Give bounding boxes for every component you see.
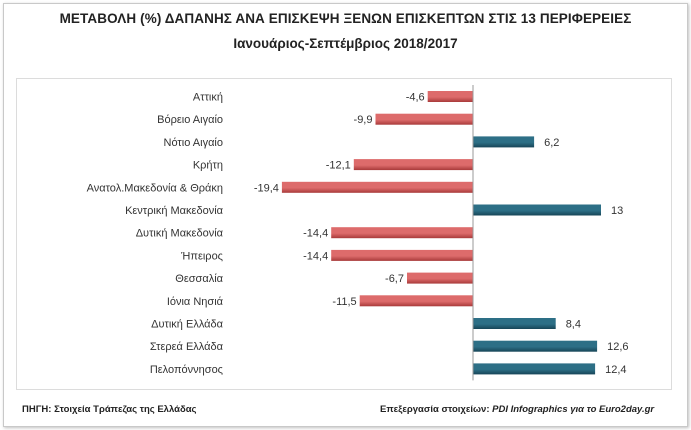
category-label: Ανατολ.Μακεδονία & Θράκη: [87, 182, 223, 194]
data-label: -14,4: [303, 228, 328, 240]
bar: [427, 91, 473, 102]
bar-chart: Αττική -4,6 Βόρειο Αιγαίο -9,9 Νότιο Αιγαίο 6…: [87, 85, 629, 381]
category-label: Πελοπόννησος: [150, 364, 223, 376]
bar: [331, 227, 473, 239]
data-label: -4,6: [406, 92, 425, 104]
data-label: 8,4: [566, 319, 581, 331]
bar: [473, 204, 601, 216]
data-label: 12,6: [607, 341, 628, 353]
credit-label: Επεξεργασία στοιχείων:: [380, 404, 490, 415]
category-label: Δυτική Ελλάδα: [151, 319, 223, 331]
source-note: ΠΗΓΗ: Στοιχεία Τράπεζας της Ελλάδας: [22, 404, 197, 415]
bar: [359, 295, 473, 307]
bar: [331, 249, 473, 261]
category-label: Νότιο Αιγαίο: [164, 137, 223, 149]
data-label: 6,2: [544, 137, 559, 149]
bar: [473, 318, 556, 329]
credit-text: PDI Infographics για το Euro2day.gr: [492, 404, 655, 415]
category-label: Κρήτη: [193, 160, 223, 172]
data-label: -9,9: [354, 114, 373, 126]
data-label: -11,5: [332, 296, 356, 308]
bar: [281, 181, 473, 193]
category-label: Βόρειο Αιγαίο: [157, 114, 223, 126]
category-label: Κεντρική Μακεδονία: [125, 205, 224, 217]
credit-note: Επεξεργασία στοιχείων: PDI Infographics …: [380, 404, 654, 415]
chart-title: ΜΕΤΑΒΟΛΗ (%) ΔΑΠΑΝΗΣ ΑΝΑ ΕΠΙΣΚΕΨΗ ΞΕΝΩΝ …: [59, 11, 632, 26]
data-label: -6,7: [385, 273, 404, 285]
category-label: Θεσσαλία: [175, 273, 223, 285]
category-label: Δυτική Μακεδονία: [136, 228, 224, 240]
category-label: Ήπειρος: [180, 250, 223, 262]
data-label: 13: [611, 205, 623, 217]
bar: [407, 272, 473, 284]
bar: [375, 113, 473, 125]
data-label: 12,4: [605, 364, 626, 376]
bar: [353, 159, 473, 171]
category-label: Ιόνια Νησιά: [167, 296, 224, 308]
bar: [473, 136, 535, 148]
bar: [473, 363, 596, 375]
data-label: -19,4: [254, 182, 279, 194]
bar: [473, 340, 598, 352]
chart-subtitle: Ιανουάριος-Σεπτέμβριος 2018/2017: [233, 36, 458, 51]
data-label: -12,1: [326, 160, 351, 172]
plot-area: Αττική -4,6 Βόρειο Αιγαίο -9,9 Νότιο Αιγαίο 6…: [16, 78, 672, 390]
data-label: -14,4: [303, 250, 328, 262]
category-label: Αττική: [193, 92, 223, 104]
category-label: Στερεά Ελλάδα: [150, 341, 224, 353]
